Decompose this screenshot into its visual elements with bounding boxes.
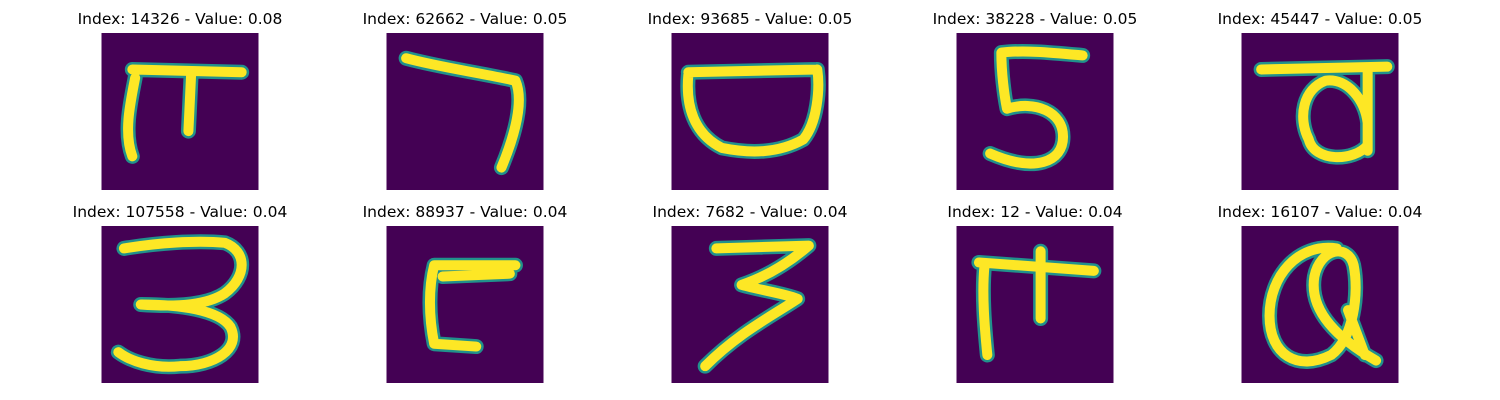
image-panel-2: Index: 62662 - Value: 0.05 (345, 10, 585, 192)
image-panel-3: Index: 93685 - Value: 0.05 (630, 10, 870, 192)
panel-title: Index: 88937 - Value: 0.04 (362, 203, 568, 221)
handwritten-ma-glyph-icon (956, 226, 1114, 383)
handwritten-pa-glyph-icon (101, 33, 259, 190)
handwritten-five-glyph-icon (956, 33, 1114, 190)
image-panel-4: Index: 38228 - Value: 0.05 (915, 10, 1155, 192)
image-panel-5: Index: 45447 - Value: 0.05 (1200, 10, 1440, 192)
image-panel-1: Index: 14326 - Value: 0.08 (60, 10, 300, 192)
handwritten-hook-glyph-icon (386, 226, 544, 383)
image-panel-8: Index: 7682 - Value: 0.04 (630, 203, 870, 385)
handwritten-bowl-glyph-icon (671, 33, 829, 190)
image-panel-9: Index: 12 - Value: 0.04 (915, 203, 1155, 385)
panel-title: Index: 12 - Value: 0.04 (947, 203, 1123, 221)
handwritten-three-glyph-icon (101, 226, 259, 383)
panel-title: Index: 38228 - Value: 0.05 (932, 10, 1138, 28)
panel-title: Index: 14326 - Value: 0.08 (77, 10, 283, 28)
panel-title: Index: 7682 - Value: 0.04 (652, 203, 848, 221)
panel-title: Index: 16107 - Value: 0.04 (1217, 203, 1423, 221)
panel-title: Index: 62662 - Value: 0.05 (362, 10, 568, 28)
image-panel-6: Index: 107558 - Value: 0.04 (60, 203, 300, 385)
panel-title: Index: 107558 - Value: 0.04 (72, 203, 288, 221)
handwritten-three-zigzag-glyph-icon (671, 226, 829, 383)
panel-title: Index: 93685 - Value: 0.05 (647, 10, 853, 28)
handwritten-seven-like-glyph-icon (386, 33, 544, 190)
handwritten-va-glyph-icon (1241, 33, 1399, 190)
image-panel-7: Index: 88937 - Value: 0.04 (345, 203, 585, 385)
panel-title: Index: 45447 - Value: 0.05 (1217, 10, 1423, 28)
handwritten-at-sign-glyph-icon (1241, 226, 1399, 383)
image-panel-10: Index: 16107 - Value: 0.04 (1200, 203, 1440, 385)
